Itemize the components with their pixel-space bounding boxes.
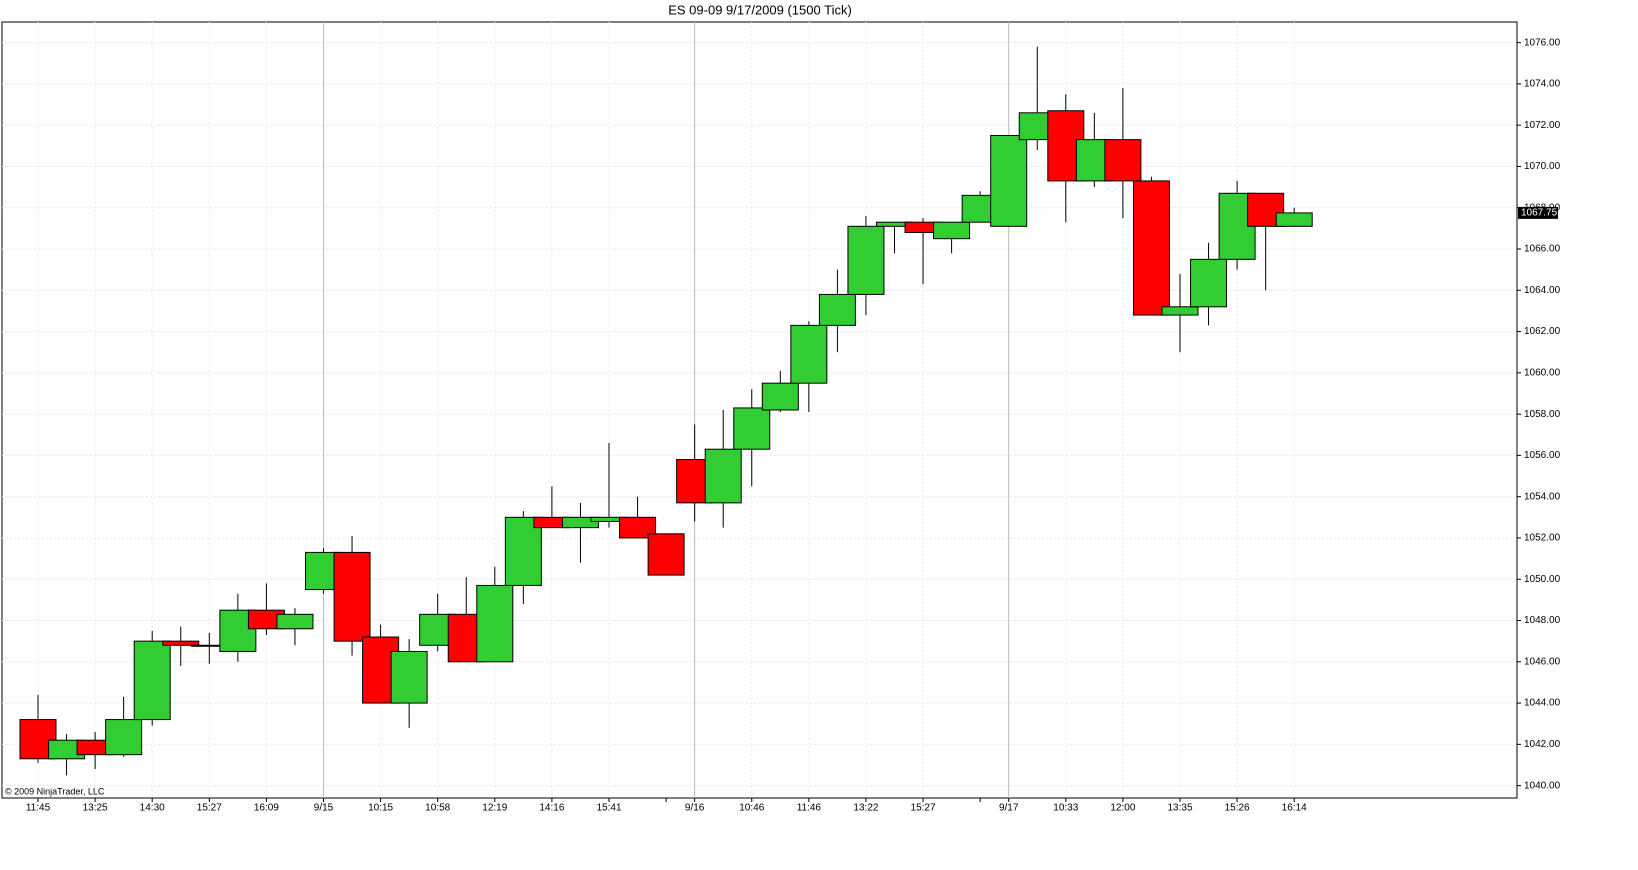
y-tick-label: 1050.00 <box>1524 574 1561 585</box>
candle-body <box>1104 139 1142 182</box>
x-tick-label: 12:19 <box>482 803 507 814</box>
grid <box>2 22 1517 798</box>
candle-body <box>619 516 657 539</box>
x-tick-label: 10:15 <box>368 803 393 814</box>
y-tick-label: 1074.00 <box>1524 79 1561 90</box>
last-price-label: 1067.75 <box>1521 208 1558 219</box>
candle-body <box>1161 306 1199 316</box>
y-tick-label: 1064.00 <box>1524 285 1561 296</box>
x-tick-label: 12:00 <box>1110 803 1135 814</box>
chart-title: ES 09-09 9/17/2009 (1500 Tick) <box>668 2 852 17</box>
candle-body <box>647 533 685 576</box>
x-tick-label: 16:09 <box>254 803 279 814</box>
candle-body <box>704 448 742 504</box>
y-tick-label: 1072.00 <box>1524 120 1561 131</box>
candle-body <box>790 324 828 384</box>
candle-body <box>818 293 856 326</box>
candle-body <box>847 225 885 295</box>
x-tick-label: 10:58 <box>425 803 450 814</box>
candle-body <box>1190 258 1228 308</box>
y-tick-label: 1066.00 <box>1524 244 1561 255</box>
candle-body <box>1275 212 1313 227</box>
x-tick-label: 10:33 <box>1053 803 1078 814</box>
x-tick-label: 13:22 <box>853 803 878 814</box>
y-tick-label: 1052.00 <box>1524 533 1561 544</box>
x-tick-label: 16:14 <box>1282 803 1307 814</box>
y-tick-label: 1076.00 <box>1524 37 1561 48</box>
y-tick-label: 1040.00 <box>1524 780 1561 791</box>
candles <box>19 46 1313 776</box>
x-tick-label: 14:30 <box>140 803 165 814</box>
x-tick-label: 15:27 <box>911 803 936 814</box>
x-tick-label: 11:45 <box>26 803 51 814</box>
x-tick-label: 15:26 <box>1225 803 1250 814</box>
last-price-tag <box>1518 206 1558 219</box>
y-tick-label: 1046.00 <box>1524 656 1561 667</box>
x-tick-label: 15:27 <box>197 803 222 814</box>
y-tick-label: 1056.00 <box>1524 450 1561 461</box>
y-tick-label: 1042.00 <box>1524 739 1561 750</box>
x-tick-label: 15:41 <box>596 803 621 814</box>
candle-body <box>504 516 542 586</box>
x-tick-label: 13:35 <box>1167 803 1192 814</box>
y-tick-label: 1070.00 <box>1524 161 1561 172</box>
candle-body <box>761 382 799 411</box>
y-tick-label: 1044.00 <box>1524 698 1561 709</box>
candle-body <box>990 135 1028 227</box>
candle-body <box>276 613 314 630</box>
candle-body <box>476 584 514 663</box>
candle-body <box>162 640 200 646</box>
x-tick-label: 11:46 <box>797 803 822 814</box>
x-tick-label: 9/16 <box>685 803 705 814</box>
y-tick-label: 1060.00 <box>1524 367 1561 378</box>
candle-body <box>561 516 599 529</box>
copyright: © 2009 NinjaTrader, LLC <box>5 786 105 796</box>
candle-body <box>333 551 371 642</box>
y-tick-label: 1058.00 <box>1524 409 1561 420</box>
candle-body <box>219 609 257 652</box>
candle-body <box>1132 180 1170 316</box>
x-tick-label: 9/17 <box>999 803 1019 814</box>
candle-body <box>133 640 171 721</box>
x-tick-label: 14:16 <box>539 803 564 814</box>
x-tick-label: 13:25 <box>83 803 108 814</box>
candle-body <box>733 407 771 450</box>
candle-body <box>390 650 428 704</box>
x-tick-label: 10:46 <box>739 803 764 814</box>
candle-body <box>105 719 143 756</box>
y-tick-label: 1048.00 <box>1524 615 1561 626</box>
plot-frame <box>1 21 1518 799</box>
x-tick-label: 9/15 <box>314 803 334 814</box>
y-tick-label: 1062.00 <box>1524 326 1561 337</box>
y-tick-label: 1054.00 <box>1524 491 1561 502</box>
candle-body <box>933 221 971 240</box>
